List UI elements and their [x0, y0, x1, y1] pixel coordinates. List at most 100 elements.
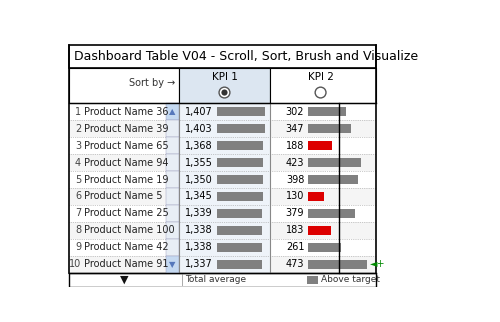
Bar [166, 137, 179, 154]
Text: 1,403: 1,403 [185, 124, 213, 134]
Bar [179, 68, 270, 103]
Bar [216, 158, 263, 167]
Text: 1,407: 1,407 [185, 107, 213, 117]
Text: Sort by →: Sort by → [130, 78, 176, 88]
Bar [270, 68, 376, 103]
Text: Product Name 42: Product Name 42 [84, 242, 169, 252]
Text: Dashboard Table V04 - Scroll, Sort, Brush and Visualize: Dashboard Table V04 - Scroll, Sort, Brus… [74, 50, 418, 63]
Text: 261: 261 [286, 242, 304, 252]
Text: 473: 473 [286, 259, 304, 269]
Bar [68, 120, 376, 137]
Text: 347: 347 [286, 124, 304, 134]
Text: 5: 5 [75, 175, 81, 185]
Text: Product Name 94: Product Name 94 [84, 157, 168, 168]
Bar [308, 175, 358, 184]
Bar [166, 188, 179, 205]
Bar [216, 107, 265, 116]
Text: 9: 9 [75, 242, 81, 252]
Text: 1,338: 1,338 [185, 242, 213, 252]
Bar [68, 188, 376, 205]
Bar [166, 120, 179, 137]
Text: 1,355: 1,355 [185, 157, 213, 168]
Text: 6: 6 [75, 192, 81, 202]
Bar [68, 103, 376, 120]
Text: 379: 379 [286, 208, 304, 218]
Text: 1: 1 [75, 107, 81, 117]
Bar [216, 260, 262, 269]
Bar [68, 239, 376, 256]
Text: 10: 10 [69, 259, 81, 269]
Text: Product Name 5: Product Name 5 [84, 192, 162, 202]
Bar [179, 239, 270, 256]
Bar [166, 256, 179, 273]
Bar [308, 124, 352, 133]
Bar [308, 141, 332, 150]
Bar [308, 209, 356, 218]
Bar [166, 171, 179, 188]
Bar [216, 192, 262, 201]
Text: 4: 4 [75, 157, 81, 168]
Text: 1,339: 1,339 [185, 208, 213, 218]
Circle shape [315, 87, 326, 98]
Bar [166, 222, 179, 239]
Text: Product Name 65: Product Name 65 [84, 141, 169, 151]
Text: Product Name 36: Product Name 36 [84, 107, 168, 117]
Bar [308, 276, 318, 283]
Text: 398: 398 [286, 175, 304, 185]
Text: ▲: ▲ [170, 107, 176, 116]
Bar [308, 158, 361, 167]
Text: ◄+: ◄+ [370, 259, 386, 269]
Bar [179, 137, 270, 154]
Bar [166, 205, 179, 222]
Bar [179, 222, 270, 239]
Bar [308, 107, 346, 116]
Text: 302: 302 [286, 107, 304, 117]
Bar [179, 188, 270, 205]
Bar [308, 260, 367, 269]
Text: KPI 1: KPI 1 [212, 72, 238, 82]
Bar [68, 171, 376, 188]
Bar [68, 68, 179, 103]
Bar [216, 243, 262, 252]
Bar [68, 222, 376, 239]
Text: 1,337: 1,337 [185, 259, 213, 269]
Text: 2: 2 [75, 124, 81, 134]
Text: 130: 130 [286, 192, 304, 202]
Bar [216, 209, 262, 218]
Text: 188: 188 [286, 141, 304, 151]
Text: Total average: Total average [185, 275, 246, 284]
Bar [68, 256, 376, 273]
Text: Product Name 39: Product Name 39 [84, 124, 168, 134]
Text: 8: 8 [75, 225, 81, 235]
Bar [179, 120, 270, 137]
Text: 183: 183 [286, 225, 304, 235]
Text: ▼: ▼ [170, 260, 176, 269]
Bar [68, 205, 376, 222]
Text: Above target: Above target [322, 275, 380, 284]
Text: Product Name 19: Product Name 19 [84, 175, 168, 185]
Text: KPI 2: KPI 2 [308, 72, 334, 82]
Bar [166, 154, 179, 171]
Bar [179, 171, 270, 188]
Bar [308, 192, 324, 201]
Text: Product Name 91: Product Name 91 [84, 259, 168, 269]
Bar [308, 226, 331, 235]
Bar [216, 124, 264, 133]
Bar [179, 154, 270, 171]
Text: ▼: ▼ [120, 275, 128, 285]
Bar [179, 205, 270, 222]
Bar [308, 243, 340, 252]
Text: Product Name 25: Product Name 25 [84, 208, 169, 218]
Circle shape [222, 90, 228, 96]
Text: 3: 3 [75, 141, 81, 151]
Bar [179, 103, 270, 120]
Bar [166, 103, 179, 120]
Bar [68, 154, 376, 171]
Text: 7: 7 [75, 208, 81, 218]
Text: 423: 423 [286, 157, 304, 168]
Bar [68, 273, 376, 287]
Bar [216, 226, 262, 235]
Text: 1,368: 1,368 [185, 141, 213, 151]
Bar [216, 175, 263, 184]
Bar [68, 137, 376, 154]
